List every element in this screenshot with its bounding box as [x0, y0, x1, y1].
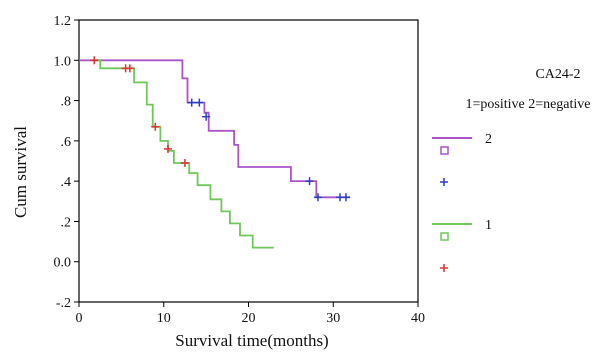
y-axis-title: Cum survival [11, 126, 30, 218]
censor-mark-2 [202, 112, 211, 121]
censor-mark-1 [125, 64, 134, 73]
legend-item-1: 1 [432, 218, 492, 272]
series-2 [79, 59, 351, 202]
series-layer [79, 56, 351, 249]
series-line-2 [79, 59, 351, 199]
censor-mark-2 [341, 193, 350, 202]
y-tick-label: .4 [61, 175, 72, 190]
y-tick-label: .8 [61, 95, 72, 110]
y-tick-label: 1.0 [54, 54, 72, 69]
censor-mark-2 [305, 177, 314, 186]
legend-title: CA24-2 [535, 67, 580, 82]
legend-subtitle: 1=positive 2=negative [465, 97, 590, 112]
censor-mark-2 [195, 98, 204, 107]
censor-mark-2 [187, 98, 196, 107]
series-1 [90, 56, 274, 249]
legend-square-1 [440, 232, 449, 241]
legend-square-2 [440, 146, 449, 155]
censor-mark-1 [90, 56, 99, 65]
censor-mark-1 [151, 122, 160, 131]
legend-items: 21 [432, 132, 492, 272]
y-axis: -.2 0.0 .2 .4 .6 .8 1.0 1.2 [54, 14, 79, 311]
plot-border [78, 19, 419, 303]
x-axis-title: Survival time(months) [175, 331, 328, 350]
y-tick-label: .6 [61, 135, 72, 150]
y-tick-label: .2 [61, 215, 72, 230]
x-tick-label: 40 [411, 311, 425, 326]
legend: CA24-2 1=positive 2=negative 21 [432, 67, 591, 272]
censor-mark-1 [163, 144, 172, 153]
legend-label-2: 2 [485, 132, 492, 147]
censor-mark-2 [313, 193, 322, 202]
y-tick-label: -.2 [56, 296, 71, 311]
legend-item-2: 2 [432, 132, 492, 186]
x-tick-label: 0 [76, 311, 83, 326]
y-tick-label: 0.0 [54, 256, 72, 271]
x-tick-label: 30 [326, 311, 340, 326]
x-axis: 0 10 20 30 40 [76, 302, 425, 326]
x-tick-label: 10 [157, 311, 171, 326]
series-line-1 [91, 59, 274, 249]
legend-label-1: 1 [485, 218, 492, 233]
x-tick-label: 20 [242, 311, 256, 326]
y-tick-label: 1.2 [54, 14, 72, 29]
plot-frame [78, 19, 419, 303]
censor-mark-1 [180, 159, 189, 168]
